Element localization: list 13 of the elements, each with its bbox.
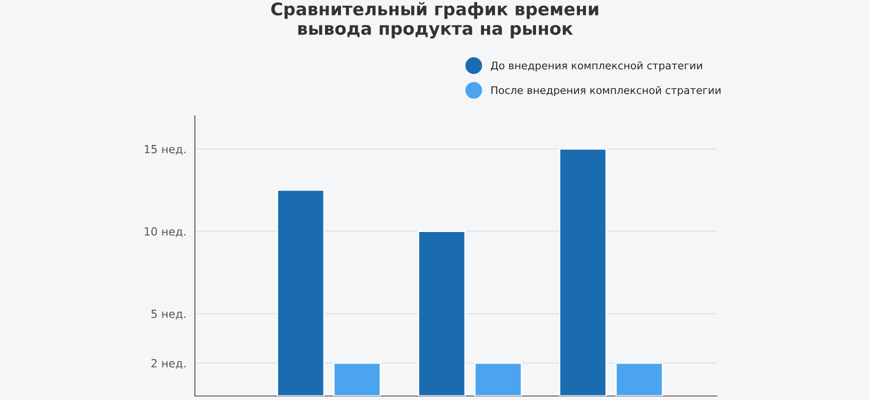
legend-label: После внедрения комплексной стратегии	[491, 86, 720, 96]
y-tick-label: 10 нед.	[144, 227, 186, 238]
y-tick-label: 5 нед.	[151, 310, 186, 320]
bar	[418, 230, 466, 396]
bar	[558, 148, 607, 396]
y-tick-label: 15 нед.	[144, 145, 186, 155]
chart-title: Сравнительный график времени вывода продукта на рынок	[271, 2, 598, 38]
bar	[333, 362, 382, 396]
bar	[615, 362, 664, 396]
y-tick-label: 2 нед.	[151, 359, 186, 369]
bar	[474, 362, 522, 396]
legend-label: До внедрения комплексной стратегии	[490, 61, 702, 72]
bar	[276, 189, 325, 396]
